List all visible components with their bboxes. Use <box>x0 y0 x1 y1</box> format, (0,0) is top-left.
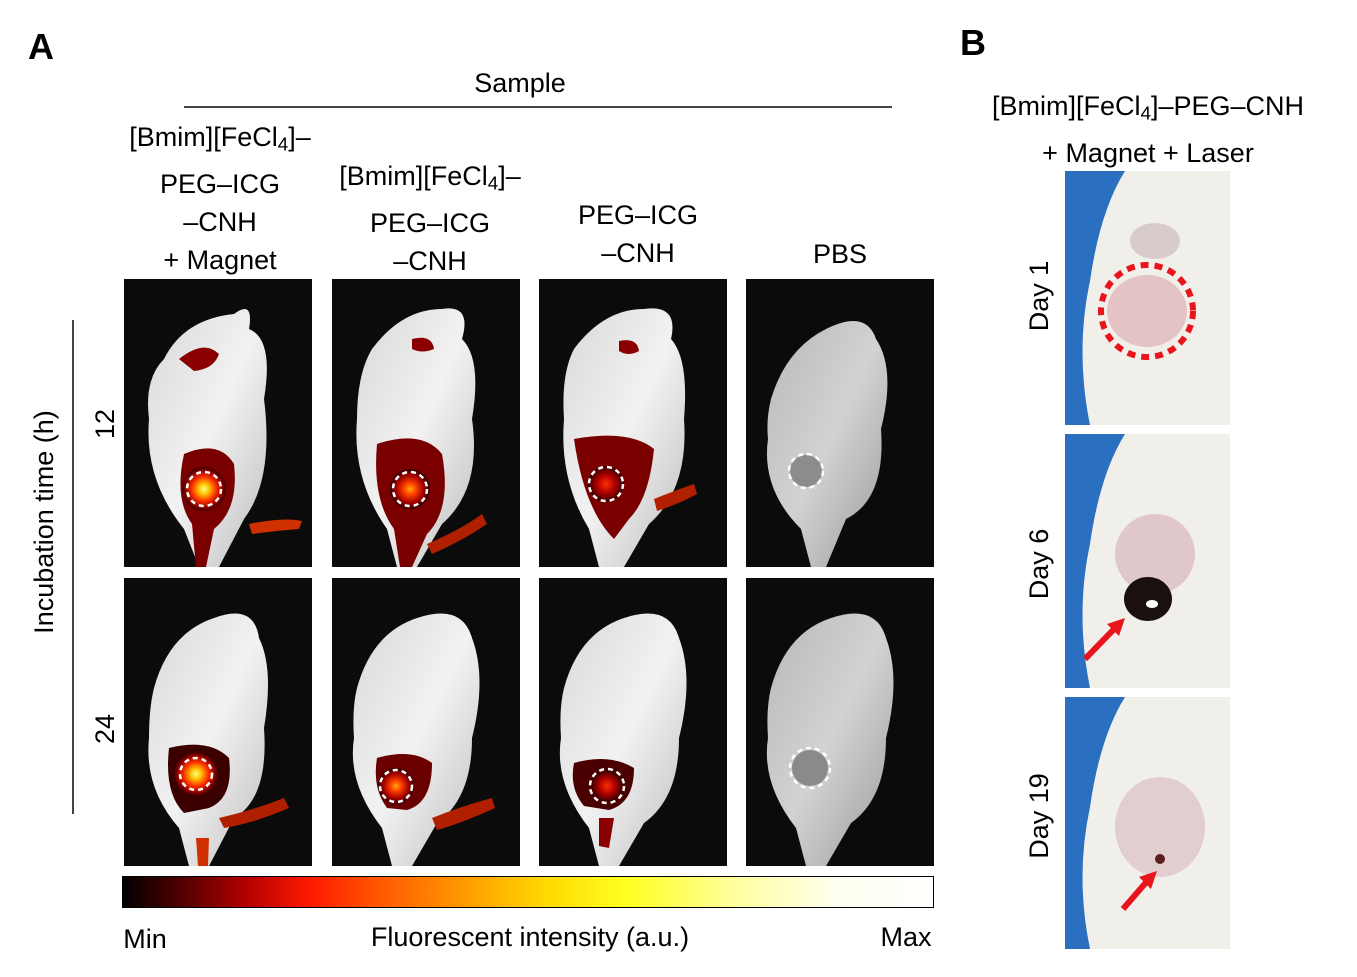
panel-a-letter: A <box>28 26 54 68</box>
mouse-image-12h-col4 <box>746 279 934 567</box>
row-label-12: 12 <box>86 399 124 449</box>
column-label-4: PBS <box>720 235 960 273</box>
sample-header: Sample <box>440 64 600 102</box>
panel-b-letter: B <box>960 22 986 64</box>
photo-day-19 <box>1065 697 1230 949</box>
panel-b-title: [Bmim][FeCl4]–PEG–CNH + Magnet + Laser <box>948 87 1348 172</box>
mouse-image-12h-col2 <box>332 279 520 567</box>
day-label-6: Day 6 <box>1020 514 1058 614</box>
photo-day-1 <box>1065 171 1230 425</box>
sample-header-rule <box>184 106 892 108</box>
mouse-image-12h-col3 <box>539 279 727 567</box>
colorbar-title: Fluorescent intensity (a.u.) <box>320 918 740 956</box>
fluorescence-colorbar <box>122 876 934 908</box>
mouse-image-24h-col4 <box>746 578 934 866</box>
row-label-24: 24 <box>86 704 124 754</box>
mouse-image-12h-col1 <box>124 279 312 567</box>
row-axis-rule <box>72 320 74 814</box>
mouse-image-24h-col2 <box>332 578 520 866</box>
column-label-2: [Bmim][FeCl4]– PEG–ICG –CNH <box>310 157 550 280</box>
day-label-19: Day 19 <box>1020 766 1058 866</box>
mouse-image-24h-col1 <box>124 578 312 866</box>
colorbar-max-label: Max <box>868 918 944 956</box>
colorbar-min-label: Min <box>110 920 180 958</box>
day-label-1: Day 1 <box>1020 246 1058 346</box>
column-label-1: [Bmim][FeCl4]– PEG–ICG –CNH + Magnet <box>100 118 340 279</box>
mouse-image-24h-col3 <box>539 578 727 866</box>
row-axis-label: Incubation time (h) <box>25 392 63 652</box>
photo-day-6 <box>1065 434 1230 688</box>
